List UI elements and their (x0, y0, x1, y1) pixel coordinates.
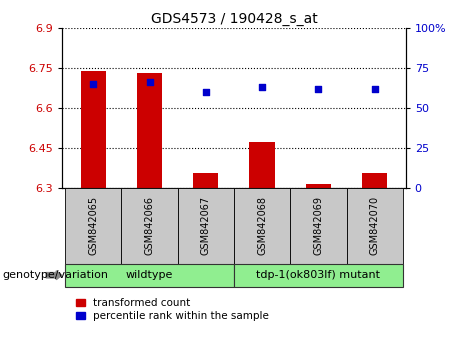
Bar (65, 264, 234, 287)
Text: GSM842069: GSM842069 (313, 196, 324, 255)
Text: genotype/variation: genotype/variation (2, 270, 108, 280)
Bar (290, 188, 347, 264)
Point (259, 84, 266, 90)
Bar (306, 184, 331, 188)
Bar (347, 188, 403, 264)
Bar (177, 188, 234, 264)
Point (315, 86, 322, 92)
Text: GSM842067: GSM842067 (201, 196, 211, 255)
Bar (65, 188, 121, 264)
Bar (193, 173, 219, 188)
Point (202, 89, 209, 95)
Bar (234, 188, 290, 264)
Bar (362, 173, 387, 188)
Point (371, 86, 378, 92)
Text: GSM842068: GSM842068 (257, 196, 267, 255)
Legend: transformed count, percentile rank within the sample: transformed count, percentile rank withi… (72, 294, 273, 325)
Bar (234, 264, 403, 287)
Text: GSM842070: GSM842070 (370, 196, 380, 255)
Point (89, 81, 97, 87)
Text: GSM842065: GSM842065 (88, 196, 98, 255)
Text: wildtype: wildtype (126, 270, 173, 280)
Bar (121, 188, 177, 264)
Bar (81, 71, 106, 188)
Title: GDS4573 / 190428_s_at: GDS4573 / 190428_s_at (151, 12, 317, 26)
Bar (249, 142, 275, 188)
Point (146, 80, 153, 85)
Bar (137, 73, 162, 188)
Text: GSM842066: GSM842066 (144, 196, 154, 255)
Text: tdp-1(ok803lf) mutant: tdp-1(ok803lf) mutant (256, 270, 380, 280)
